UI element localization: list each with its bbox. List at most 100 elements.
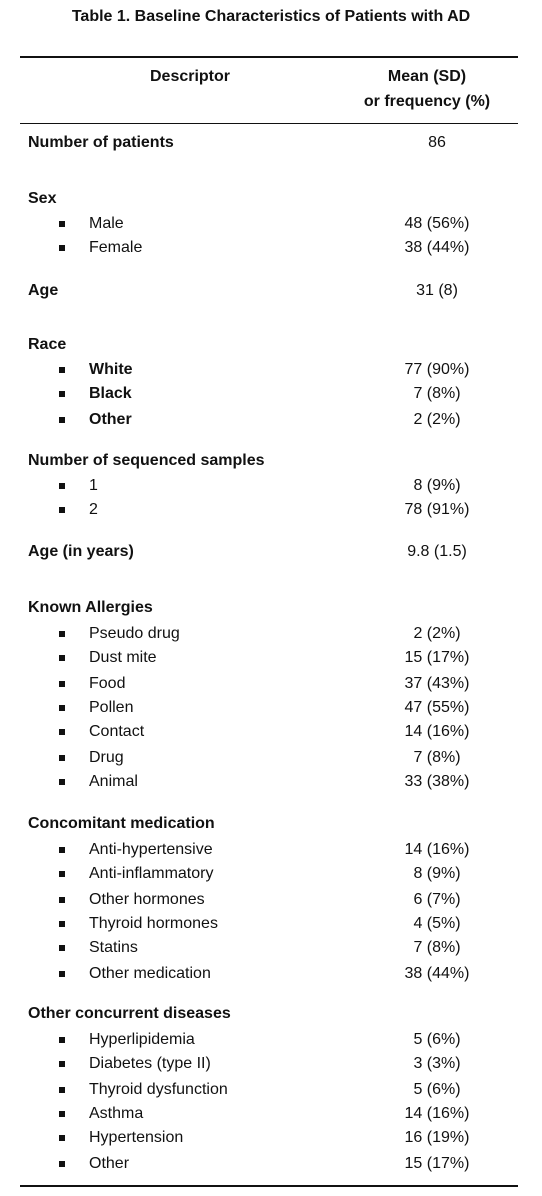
bullet-square-icon (59, 1037, 65, 1043)
table-subrow: Dust mite 15 (17%) (0, 646, 542, 670)
table-row: Age (in years) 9.8 (1.5) (0, 540, 542, 564)
bullet-square-icon (59, 631, 65, 637)
row-label: Other hormones (89, 888, 205, 912)
row-value: 33 (38%) (370, 770, 504, 794)
row-value: 16 (19%) (370, 1126, 504, 1150)
row-value: 14 (16%) (370, 838, 504, 862)
row-value: 3 (3%) (370, 1052, 504, 1076)
row-value: 77 (90%) (370, 358, 504, 382)
row-value: 2 (2%) (370, 408, 504, 432)
row-label: Other concurrent diseases (28, 1002, 231, 1026)
row-value: 9.8 (1.5) (370, 540, 504, 564)
table-subrow: Male 48 (56%) (0, 212, 542, 236)
row-value: 8 (9%) (370, 474, 504, 498)
table-subrow: Other 15 (17%) (0, 1152, 542, 1176)
bullet-square-icon (59, 221, 65, 227)
table-subrow: 2 78 (91%) (0, 498, 542, 522)
bullet-square-icon (59, 705, 65, 711)
table-subrow: Thyroid dysfunction 5 (6%) (0, 1078, 542, 1102)
row-label: Female (89, 236, 142, 260)
row-label: Number of sequenced samples (28, 449, 265, 473)
table-subrow: Black 7 (8%) (0, 382, 542, 406)
row-label: Known Allergies (28, 596, 153, 620)
table-subrow: Animal 33 (38%) (0, 770, 542, 794)
table-subrow: Anti-hypertensive 14 (16%) (0, 838, 542, 862)
bullet-square-icon (59, 483, 65, 489)
row-value: 14 (16%) (370, 1102, 504, 1126)
table-subrow: Hypertension 16 (19%) (0, 1126, 542, 1150)
table-subrow: Female 38 (44%) (0, 236, 542, 260)
row-label: Diabetes (type II) (89, 1052, 211, 1076)
bullet-square-icon (59, 1087, 65, 1093)
row-label: Asthma (89, 1102, 143, 1126)
row-label: Male (89, 212, 124, 236)
header-value-line2: or frequency (%) (348, 89, 506, 114)
bullet-square-icon (59, 779, 65, 785)
table-row: Concomitant medication (0, 812, 542, 836)
row-value: 86 (370, 131, 504, 155)
row-value: 38 (44%) (370, 962, 504, 986)
bullet-square-icon (59, 507, 65, 513)
table-subrow: White 77 (90%) (0, 358, 542, 382)
table-row: Race (0, 333, 542, 357)
row-label: Other (89, 408, 132, 432)
row-value: 4 (5%) (370, 912, 504, 936)
bullet-square-icon (59, 1161, 65, 1167)
row-label: Anti-hypertensive (89, 838, 213, 862)
table-subrow: Statins 7 (8%) (0, 936, 542, 960)
bullet-square-icon (59, 971, 65, 977)
row-value: 2 (2%) (370, 622, 504, 646)
row-label: 2 (89, 498, 98, 522)
table-subrow: Contact 14 (16%) (0, 720, 542, 744)
bullet-square-icon (59, 1061, 65, 1067)
bullet-square-icon (59, 729, 65, 735)
row-value: 8 (9%) (370, 862, 504, 886)
table-title: Table 1. Baseline Characteristics of Pat… (0, 6, 542, 28)
bottom-rule (20, 1185, 518, 1187)
bullet-square-icon (59, 367, 65, 373)
row-label: Statins (89, 936, 138, 960)
bullet-square-icon (59, 921, 65, 927)
bullet-square-icon (59, 871, 65, 877)
row-value: 7 (8%) (370, 936, 504, 960)
table-subrow: Other 2 (2%) (0, 408, 542, 432)
table-subrow: Pseudo drug 2 (2%) (0, 622, 542, 646)
table-subrow: Pollen 47 (55%) (0, 696, 542, 720)
bullet-square-icon (59, 655, 65, 661)
row-label: Race (28, 333, 66, 357)
row-label: Number of patients (28, 131, 174, 155)
bullet-square-icon (59, 245, 65, 251)
header-value: Mean (SD) or frequency (%) (348, 64, 506, 114)
header-descriptor: Descriptor (100, 64, 280, 89)
table-subrow: 1 8 (9%) (0, 474, 542, 498)
row-value: 5 (6%) (370, 1078, 504, 1102)
row-label: Contact (89, 720, 144, 744)
table-subrow: Food 37 (43%) (0, 672, 542, 696)
row-value: 14 (16%) (370, 720, 504, 744)
row-label: Animal (89, 770, 138, 794)
bullet-square-icon (59, 755, 65, 761)
row-label: Thyroid dysfunction (89, 1078, 228, 1102)
table-subrow: Other medication 38 (44%) (0, 962, 542, 986)
row-label: Sex (28, 187, 56, 211)
row-value: 5 (6%) (370, 1028, 504, 1052)
row-label: Anti-inflammatory (89, 862, 213, 886)
row-value: 78 (91%) (370, 498, 504, 522)
bullet-square-icon (59, 897, 65, 903)
table-row: Known Allergies (0, 596, 542, 620)
row-label: White (89, 358, 133, 382)
header-value-line1: Mean (SD) (348, 64, 506, 89)
bullet-square-icon (59, 391, 65, 397)
table-subrow: Asthma 14 (16%) (0, 1102, 542, 1126)
row-value: 15 (17%) (370, 646, 504, 670)
table-row: Number of patients 86 (0, 131, 542, 155)
row-label: Food (89, 672, 125, 696)
row-label: Thyroid hormones (89, 912, 218, 936)
bullet-square-icon (59, 417, 65, 423)
row-label: Age (28, 279, 58, 303)
table-subrow: Other hormones 6 (7%) (0, 888, 542, 912)
bullet-square-icon (59, 945, 65, 951)
table-subrow: Diabetes (type II) 3 (3%) (0, 1052, 542, 1076)
top-rule (20, 56, 518, 58)
table-row: Other concurrent diseases (0, 1002, 542, 1026)
